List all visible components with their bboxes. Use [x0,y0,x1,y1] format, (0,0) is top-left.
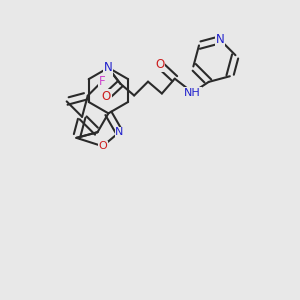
Text: NH: NH [184,88,201,98]
Text: F: F [98,75,105,88]
Text: N: N [104,62,113,75]
Text: N: N [104,61,113,74]
Text: O: O [102,90,111,103]
Text: O: O [98,141,107,151]
Text: N: N [216,33,224,46]
Text: N: N [115,127,124,137]
Text: O: O [155,58,164,71]
